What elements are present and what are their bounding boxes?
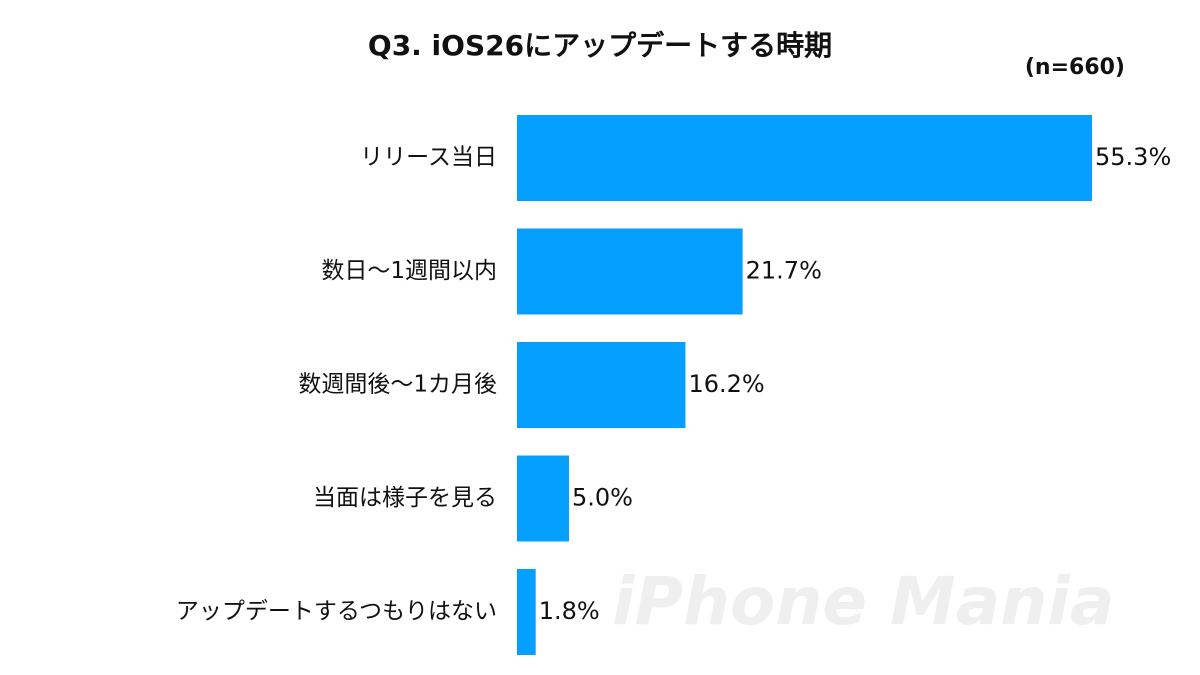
category-label: 数週間後〜1カ月後 <box>298 372 497 398</box>
chart-subtitle: (n=660) <box>1025 55 1125 80</box>
value-label: 1.8% <box>539 597 600 625</box>
value-label: 16.2% <box>688 370 764 398</box>
bar <box>517 455 569 542</box>
category-label: アップデートするつもりはない <box>176 599 497 625</box>
category-label: 数日〜1週間以内 <box>321 258 497 284</box>
bar <box>517 115 1092 201</box>
watermark: iPhone Mania <box>612 563 1114 640</box>
chart-title: Q3. iOS26にアップデートする時期 <box>368 29 832 62</box>
bar <box>517 342 686 428</box>
bar <box>517 228 743 315</box>
bar <box>517 569 536 655</box>
value-label: 55.3% <box>1095 143 1171 171</box>
category-label: リリース当日 <box>360 145 497 171</box>
category-label: 当面は様子を見る <box>313 485 497 511</box>
value-label: 5.0% <box>572 484 633 512</box>
value-label: 21.7% <box>746 257 822 285</box>
